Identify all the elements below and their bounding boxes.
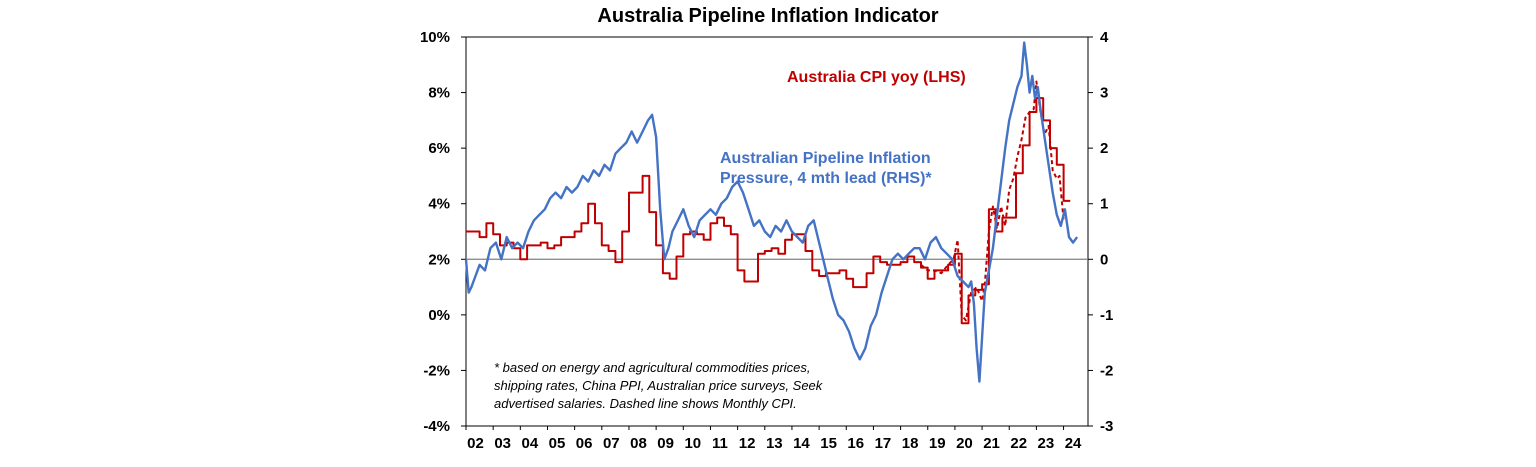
right-axis-tick-label: 3	[1100, 85, 1108, 102]
right-axis-tick-label: 0	[1100, 251, 1108, 268]
chart-title: Australia Pipeline Inflation Indicator	[597, 5, 938, 27]
x-axis-tick-label: 17	[875, 435, 892, 452]
left-axis-tick-label: 2%	[428, 251, 450, 268]
x-axis-tick-label: 24	[1065, 435, 1082, 452]
x-axis-tick-label: 09	[657, 435, 674, 452]
x-axis-tick-label: 21	[983, 435, 1000, 452]
right-axis-tick-label: -2	[1100, 362, 1113, 379]
x-axis-tick-label: 10	[684, 435, 701, 452]
footnote-line1: * based on energy and agricultural commo…	[494, 360, 811, 375]
right-axis-tick-label: -3	[1100, 418, 1113, 435]
x-axis-tick-label: 22	[1010, 435, 1027, 452]
cpi-series-label: Australia CPI yoy (LHS)	[787, 69, 966, 86]
footnote-line3: advertised salaries. Dashed line shows M…	[494, 396, 797, 411]
cpi-quarterly-line	[466, 97, 1071, 325]
x-axis-tick-label: 07	[603, 435, 620, 452]
left-axis-tick-label: 0%	[428, 307, 450, 324]
right-axis-ticks: 4 3 2 1 0 -1 -2 -3	[1088, 29, 1113, 435]
x-axis-tick-label: 16	[847, 435, 864, 452]
series-layer	[464, 41, 1079, 383]
x-axis-tick-label: 08	[630, 435, 647, 452]
x-axis-tick-label: 18	[902, 435, 919, 452]
right-axis-tick-label: 2	[1100, 140, 1108, 157]
x-axis-tick-label: 23	[1038, 435, 1055, 452]
footnote-line2: shipping rates, China PPI, Australian pr…	[494, 378, 824, 393]
x-axis-ticks: 02 03 04 05 06 07 08 09 10 11 12 13 14 15 16 17 18 19 20 21…	[465, 426, 1082, 452]
left-axis-ticks: 10% 8% 6% 4% 2% 0% -2% -4%	[420, 29, 466, 435]
left-axis-tick-label: -4%	[423, 418, 450, 435]
x-axis-tick-label: 15	[820, 435, 837, 452]
x-axis-tick-label: 05	[549, 435, 566, 452]
left-axis-tick-label: 10%	[420, 29, 450, 46]
left-axis-tick-label: 8%	[428, 85, 450, 102]
pipeline-series-label-line2: Pressure, 4 mth lead (RHS)*	[720, 170, 932, 187]
left-axis-tick-label: 6%	[428, 140, 450, 157]
x-axis-tick-label: 04	[521, 435, 538, 452]
x-axis-tick-label: 03	[494, 435, 511, 452]
x-axis-tick-label: 14	[793, 435, 810, 452]
x-axis-tick-label: 11	[712, 435, 728, 452]
right-axis-tick-label: -1	[1100, 307, 1113, 324]
left-axis-tick-label: 4%	[428, 196, 450, 213]
pipeline-inflation-line	[464, 41, 1079, 383]
right-axis-tick-label: 1	[1100, 196, 1108, 213]
x-axis-tick-label: 12	[739, 435, 756, 452]
x-axis-tick-label: 20	[956, 435, 973, 452]
right-axis-tick-label: 4	[1100, 29, 1109, 46]
left-axis-tick-label: -2%	[423, 362, 450, 379]
x-axis-tick-label: 02	[467, 435, 484, 452]
pipeline-series-label-line1: Australian Pipeline Inflation	[720, 150, 931, 167]
x-axis-tick-label: 19	[929, 435, 946, 452]
x-axis-tick-label: 06	[576, 435, 593, 452]
x-axis-tick-label: 13	[766, 435, 783, 452]
